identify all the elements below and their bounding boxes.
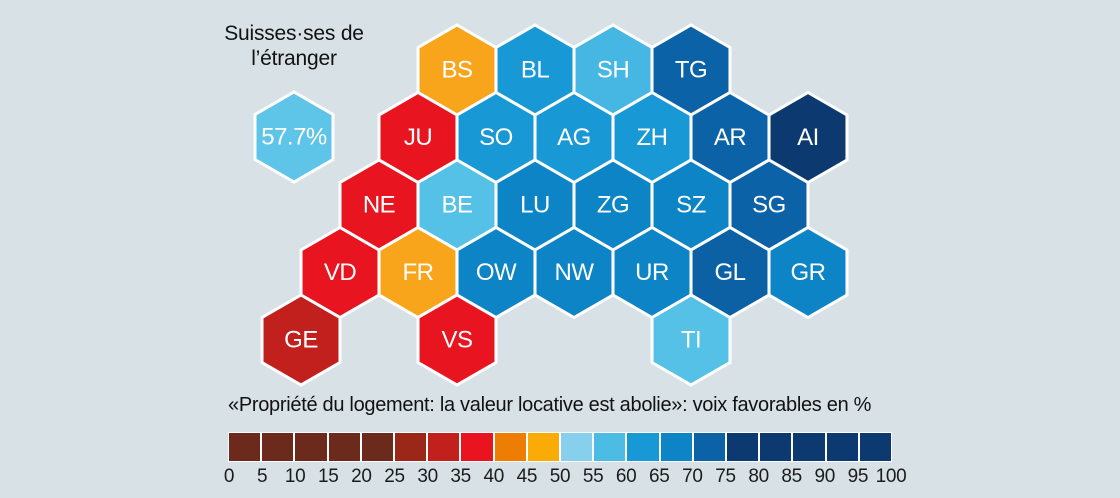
hexagon-BS-label: BS bbox=[441, 57, 472, 84]
hexagon-GR bbox=[767, 225, 849, 320]
legend-swatch-18 bbox=[826, 433, 858, 461]
legend-tick-50: 50 bbox=[549, 466, 571, 487]
hexagon-LU-label: LU bbox=[520, 192, 550, 219]
legend-swatch-4 bbox=[361, 433, 394, 461]
hexagon-NE-label: NE bbox=[363, 192, 395, 219]
legend-tick-5: 5 bbox=[256, 466, 268, 487]
hexagon-TI bbox=[650, 293, 732, 387]
abroad-label-line1: Suisses·ses de bbox=[224, 22, 364, 45]
legend-swatch-9 bbox=[527, 433, 560, 461]
hexagon-OW-label: OW bbox=[476, 259, 517, 286]
hexagon-JU-label: JU bbox=[404, 124, 432, 151]
legend-swatch-1 bbox=[262, 433, 294, 461]
legend-tick-20: 20 bbox=[351, 466, 372, 487]
hexagon-BL-label: BL bbox=[521, 57, 550, 84]
legend-swatch-13 bbox=[660, 433, 692, 461]
legend-tick-45: 45 bbox=[516, 466, 538, 487]
hexagon-GE-label: GE bbox=[284, 327, 318, 354]
hexagon-TG-label: TG bbox=[675, 57, 707, 84]
hexagon-SG-label: SG bbox=[752, 192, 786, 219]
hexagon-VS-label: VS bbox=[441, 327, 472, 354]
legend-tick-95: 95 bbox=[847, 466, 869, 487]
legend-tick-35: 35 bbox=[450, 466, 471, 487]
hexagon-UR-label: UR bbox=[635, 259, 669, 286]
legend-tick-70: 70 bbox=[682, 466, 703, 487]
legend-swatch-3 bbox=[328, 433, 360, 461]
abroad-label: Suisses·ses de l’étranger bbox=[224, 22, 364, 72]
legend-tick-75: 75 bbox=[715, 466, 736, 487]
legend-tick-25: 25 bbox=[384, 466, 405, 487]
legend-swatch-2 bbox=[295, 433, 327, 461]
hexagon-BE-label: BE bbox=[441, 192, 472, 219]
legend-tick-30: 30 bbox=[417, 466, 438, 487]
abroad-label-line2: l’étranger bbox=[251, 46, 337, 70]
chart-caption: «Propriété du logement: la valeur locati… bbox=[228, 394, 872, 416]
legend-swatch-11 bbox=[594, 433, 626, 461]
legend-color-scale bbox=[229, 433, 892, 461]
legend-tick-80: 80 bbox=[748, 466, 769, 487]
legend-tick-0: 0 bbox=[223, 466, 235, 487]
hexagon-NW-label: NW bbox=[555, 259, 595, 286]
hexmap-svg: BS BL SH TG JU SO AG ZH AR AI NE BE LU ZG SZ SG VD FR OW NW… bbox=[253, 23, 849, 387]
legend-tick-100: 100 bbox=[875, 466, 907, 487]
hexagon-abroad bbox=[253, 90, 335, 184]
legend-tick-labels: 0 5 10 15 20 25 30 35 40 45 50 55 60 65 70 75 80 85 90 95 10… bbox=[224, 466, 907, 490]
legend-tick-10: 10 bbox=[284, 466, 306, 487]
hexagon-VS bbox=[416, 293, 498, 387]
legend-swatch-14 bbox=[693, 433, 726, 461]
hexagon-SZ-label: SZ bbox=[676, 192, 706, 219]
legend-tick-55: 55 bbox=[582, 466, 604, 487]
hexagon-TI-label: TI bbox=[681, 327, 701, 354]
legend-tick-65: 65 bbox=[649, 466, 670, 487]
legend-swatch-5 bbox=[395, 433, 427, 461]
hexagon-abroad-label: 57.7% bbox=[261, 124, 327, 151]
hexagon-AG-label: AG bbox=[557, 124, 591, 151]
legend-tick-90: 90 bbox=[814, 466, 836, 487]
legend-swatch-15 bbox=[727, 433, 759, 461]
hexagon-ZH-label: ZH bbox=[637, 124, 668, 151]
legend-tick-15: 15 bbox=[318, 466, 339, 487]
legend-swatch-8 bbox=[494, 433, 526, 461]
hexagon-ZG-label: ZG bbox=[597, 192, 629, 219]
legend-swatch-17 bbox=[793, 433, 825, 461]
hexagon-GE bbox=[260, 293, 342, 387]
hexagon-FR-label: FR bbox=[403, 259, 434, 286]
hexagon-SO-label: SO bbox=[479, 124, 513, 151]
legend-tick-40: 40 bbox=[483, 466, 505, 487]
legend-swatch-7 bbox=[461, 433, 493, 461]
hexagon-SH-label: SH bbox=[597, 57, 629, 84]
hexagon-VD-label: VD bbox=[324, 259, 357, 286]
hexagon-GL-label: GL bbox=[714, 259, 745, 286]
legend-swatch-0 bbox=[229, 433, 261, 461]
hexagon-AR-label: AR bbox=[714, 124, 747, 151]
legend-swatch-16 bbox=[760, 433, 792, 461]
legend-tick-60: 60 bbox=[615, 466, 637, 487]
legend-swatch-6 bbox=[428, 433, 460, 461]
hexagon-GR-label: GR bbox=[791, 259, 826, 286]
legend-tick-85: 85 bbox=[781, 466, 802, 487]
legend-swatch-10 bbox=[561, 433, 593, 461]
hexagon-AI-label: AI bbox=[797, 124, 819, 151]
legend-swatch-19 bbox=[859, 433, 892, 461]
legend-swatch-12 bbox=[627, 433, 659, 461]
